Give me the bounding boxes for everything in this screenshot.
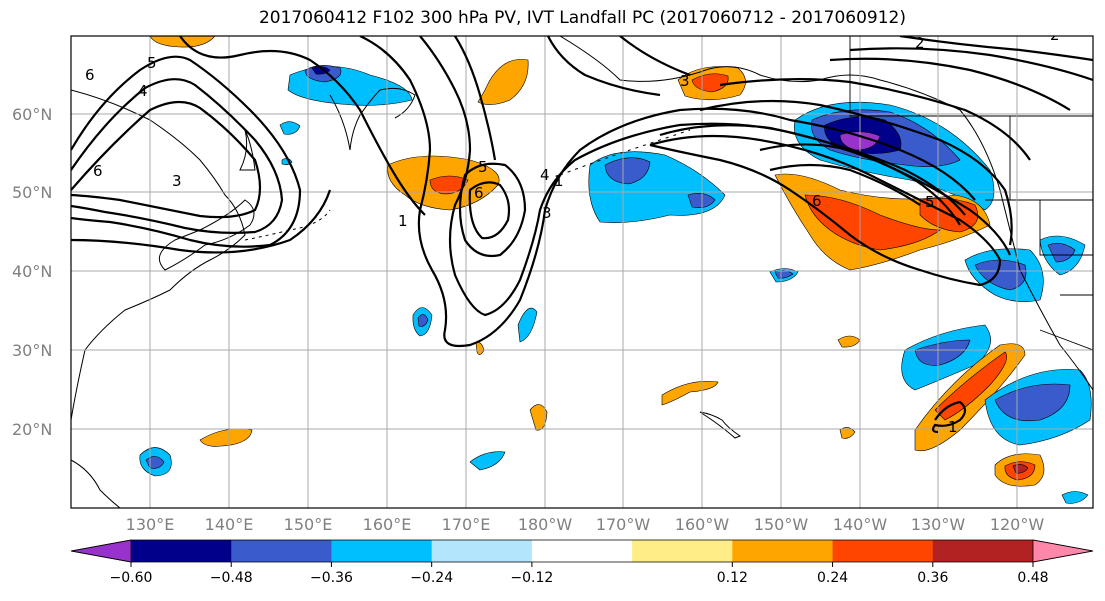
colorbar-segment	[131, 540, 232, 562]
colorbar-tick-label: 0.24	[817, 570, 848, 586]
contour-label: 2	[915, 34, 925, 52]
colorbar-segment	[732, 540, 834, 562]
contour-label: 5	[147, 54, 157, 72]
pv-positive-area	[691, 73, 729, 93]
colorbar-segment	[231, 540, 332, 562]
colorbar-tick-label: −0.36	[310, 570, 353, 586]
contour-label: 1	[398, 212, 408, 230]
lon-label: 140°W	[833, 515, 888, 534]
lon-label: 150°E	[284, 515, 333, 534]
contour-label: 6	[474, 184, 484, 202]
contour-label: 1	[554, 172, 564, 190]
map-frame	[70, 35, 1094, 509]
pv-negative-area	[914, 339, 971, 366]
pv-positive-area	[149, 36, 216, 48]
colorbar-tick-label: 0.48	[1017, 570, 1048, 586]
lon-label: 140°E	[205, 515, 254, 534]
latitude-labels: 60°N 50°N 40°N 30°N 20°N	[12, 105, 52, 439]
pv-positive-area	[529, 404, 548, 431]
border-alaska-canada	[849, 36, 1093, 117]
pv-positive-area	[804, 194, 941, 251]
contour-label: 5	[478, 158, 488, 176]
north-america-coast	[559, 36, 1093, 391]
pv-positive-area	[661, 381, 719, 406]
colorbar-segment	[331, 540, 433, 562]
contour-label: 4	[138, 82, 148, 100]
contour-label: 2	[1050, 26, 1060, 44]
colorbar: −0.60 −0.48 −0.36 −0.24 −0.12 0.12 0.24 0.36 0.4…	[70, 539, 1094, 586]
colorbar-tick-label: −0.24	[410, 570, 453, 586]
lat-label: 30°N	[12, 341, 52, 360]
pv-positive-area	[429, 175, 469, 195]
pv-positive-area	[934, 351, 1007, 421]
colorbar-tick-label: 0.12	[717, 570, 748, 586]
lon-label: 130°E	[126, 515, 175, 534]
lon-label: 170°E	[442, 515, 491, 534]
hawaii-coast	[699, 411, 742, 439]
pv-negative-area	[417, 314, 429, 327]
colorbar-tick-label: −0.48	[210, 570, 253, 586]
pv-negative-area	[517, 307, 538, 343]
lon-label: 180°W	[518, 515, 573, 534]
colorbar-tick-label: 0.36	[917, 570, 948, 586]
lat-label: 50°N	[12, 183, 52, 202]
colorbar-segment	[531, 540, 633, 562]
contour-label: 6	[812, 192, 822, 210]
kamchatka-coast	[329, 87, 416, 151]
pv-negative-area	[604, 157, 651, 185]
pv-positive-area	[199, 428, 253, 447]
colorbar-extend-min	[70, 539, 132, 563]
map-title: 2017060412 F102 300 hPa PV, IVT Landfall…	[258, 8, 906, 28]
aleutian-chain	[559, 129, 691, 176]
colorbar-tick-label: −0.12	[510, 570, 553, 586]
contour-label: 3	[542, 204, 552, 222]
pv-negative-area	[1061, 491, 1089, 504]
colorbar-segment	[832, 540, 934, 562]
map-content: 6 5 4 3 6 1 2 2 3 4 5 6 5 1 3 1 6	[71, 26, 1093, 508]
lon-label: 160°E	[363, 515, 412, 534]
lat-label: 60°N	[12, 105, 52, 124]
contour-label: 1	[948, 418, 958, 436]
lat-label: 20°N	[12, 420, 52, 439]
political-borders	[849, 36, 1093, 351]
kuril-chain	[244, 209, 331, 241]
lat-label: 40°N	[12, 262, 52, 281]
lon-label: 130°W	[911, 515, 966, 534]
lon-label: 170°W	[596, 515, 651, 534]
colorbar-extend-max	[1032, 539, 1094, 563]
pv-negative-area	[994, 383, 1071, 422]
japan-coast	[158, 199, 255, 271]
pv-negative-area	[279, 121, 301, 135]
lon-label: 120°W	[990, 515, 1045, 534]
contour-label: 6	[93, 162, 103, 180]
pv-positive-area	[477, 59, 529, 105]
contour-label: 3	[680, 72, 690, 90]
philippines-coast	[71, 459, 121, 508]
border-us-mexico	[1039, 329, 1093, 351]
pv-negative-area	[1047, 243, 1076, 263]
pv-positive-area	[839, 427, 856, 439]
contour-label: 4	[540, 166, 550, 184]
ivt-contours	[71, 36, 1093, 434]
contour-labels: 6 5 4 3 6 1 2 2 3 4 5 6 5 1 3 1 6	[85, 26, 1060, 436]
pv-negative-area	[469, 451, 506, 471]
colorbar-segment	[431, 540, 533, 562]
colorbar-tick-label: −0.60	[110, 570, 153, 586]
contour-label: 5	[925, 193, 935, 211]
border-state	[1039, 200, 1093, 256]
colorbar-segment	[932, 540, 1034, 562]
lon-label: 150°W	[754, 515, 809, 534]
contour-label: 6	[85, 66, 95, 84]
longitude-labels: 130°E 140°E 150°E 160°E 170°E 180°W 170°…	[126, 515, 1045, 534]
contour-label: 3	[172, 172, 182, 190]
lon-label: 160°W	[675, 515, 730, 534]
colorbar-segment	[632, 540, 733, 562]
